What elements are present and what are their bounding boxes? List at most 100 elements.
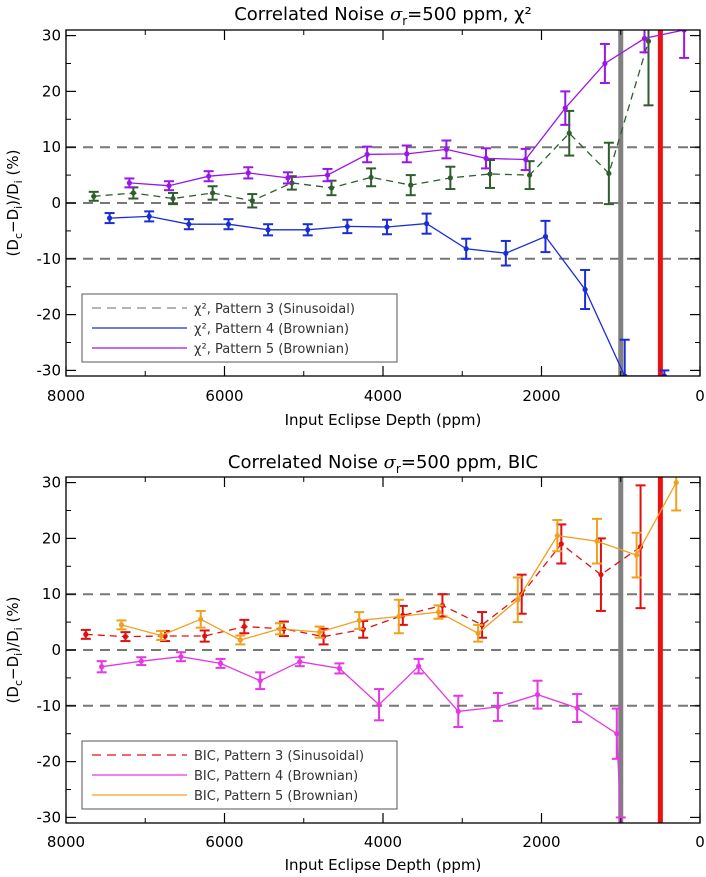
data-point xyxy=(634,552,640,558)
data-point xyxy=(91,193,97,199)
y-tick-label: 0 xyxy=(51,641,61,659)
data-point xyxy=(408,182,414,188)
series-5 xyxy=(124,30,690,192)
chart-panel-1: Correlated Noise σr=500 ppm, χ² 8000 6000 4… xyxy=(4,4,705,429)
data-point xyxy=(122,634,129,640)
y-label-part: c xyxy=(12,233,25,239)
data-point xyxy=(210,190,216,196)
x-tick-label: 6000 xyxy=(205,833,243,851)
title-prefix: Correlated Noise xyxy=(234,4,390,25)
y-label-part: i xyxy=(12,627,25,630)
y-tick-label: 10 xyxy=(42,585,61,603)
data-point xyxy=(146,213,152,219)
y-label-part: −D xyxy=(4,209,22,233)
y-label-part: (%) xyxy=(4,597,22,628)
y-label-part: )/D xyxy=(4,630,22,652)
y-tick-label: 30 xyxy=(42,27,61,45)
y-tick-label: 0 xyxy=(51,194,61,212)
data-point xyxy=(178,654,184,660)
y-tick-label: 20 xyxy=(42,82,61,100)
y-tick-label: -30 xyxy=(37,808,62,826)
series-4 xyxy=(96,651,626,823)
y-label-part: i xyxy=(12,180,25,183)
legend-entry: χ², Pattern 3 (Sinusoidal) xyxy=(194,302,355,317)
data-point xyxy=(455,708,461,714)
y-axis-label: (Dc−Di)/Di (%) xyxy=(4,150,25,257)
data-point xyxy=(384,224,390,230)
data-point xyxy=(138,658,144,664)
data-point xyxy=(483,155,489,161)
data-point xyxy=(574,705,580,711)
data-point xyxy=(594,538,600,544)
title-symbol: σ xyxy=(390,4,403,25)
legend-entry: χ², Pattern 4 (Brownian) xyxy=(194,322,349,337)
y-label-part: (%) xyxy=(4,150,22,181)
data-point xyxy=(328,185,335,191)
chart-panel-2: Correlated Noise σr=500 ppm, BIC 8000 6000… xyxy=(4,452,705,874)
data-point xyxy=(356,617,362,624)
data-point xyxy=(443,146,449,153)
legend-entry: BIC, Pattern 4 (Brownian) xyxy=(194,769,358,784)
y-axis-label: (Dc−Di)/Di (%) xyxy=(4,597,25,704)
data-point xyxy=(198,616,204,622)
data-point xyxy=(118,622,125,628)
data-point xyxy=(241,623,247,630)
x-axis-label: Input Eclipse Depth (ppm) xyxy=(285,411,482,429)
data-point xyxy=(202,633,208,639)
data-point xyxy=(324,172,331,178)
data-point xyxy=(566,130,572,136)
x-tick-label: 0 xyxy=(695,387,705,405)
data-point xyxy=(277,626,283,632)
data-point xyxy=(396,613,402,620)
chart-title: Correlated Noise σr=500 ppm, χ² xyxy=(234,4,532,28)
data-point xyxy=(475,630,481,636)
data-point xyxy=(285,175,291,181)
series-line xyxy=(93,41,650,202)
y-label-part: )/D xyxy=(4,183,22,205)
data-point xyxy=(297,659,303,665)
x-tick-label: 0 xyxy=(695,833,705,851)
data-point xyxy=(336,665,343,672)
data-point xyxy=(166,183,172,189)
data-point xyxy=(106,215,113,221)
x-tick-label: 8000 xyxy=(47,387,85,405)
data-point xyxy=(447,175,453,181)
y-tick-label: 20 xyxy=(42,529,61,547)
data-point xyxy=(186,221,192,227)
data-point xyxy=(257,678,263,684)
title-suffix: =500 ppm, BIC xyxy=(401,452,538,473)
y-tick-label: -20 xyxy=(37,753,62,771)
y-label-part: c xyxy=(12,680,25,686)
y-tick-label: 30 xyxy=(42,474,61,492)
data-point xyxy=(376,702,382,708)
data-point xyxy=(463,246,469,252)
data-point xyxy=(170,195,176,202)
data-point xyxy=(534,692,541,698)
data-point xyxy=(673,479,679,486)
data-point xyxy=(206,173,212,179)
title-subscript: r xyxy=(402,14,407,28)
data-point xyxy=(158,632,164,639)
y-tick-label: -10 xyxy=(37,250,62,268)
y-tick-label: -10 xyxy=(37,697,62,715)
data-point xyxy=(317,629,323,635)
y-tick-label: 10 xyxy=(42,138,61,156)
data-point xyxy=(582,286,588,293)
x-tick-label: 8000 xyxy=(47,833,85,851)
data-point xyxy=(435,609,442,615)
x-tick-label: 4000 xyxy=(364,833,402,851)
y-label-part: i xyxy=(12,206,25,209)
data-point xyxy=(495,704,501,710)
y-label-part: −D xyxy=(4,656,22,680)
title-suffix: =500 ppm, χ² xyxy=(407,4,532,25)
data-point xyxy=(364,151,370,158)
x-tick-label: 2000 xyxy=(522,387,560,405)
data-point xyxy=(542,233,549,240)
legend-entry: BIC, Pattern 5 (Brownian) xyxy=(194,789,358,804)
data-point xyxy=(606,170,612,177)
data-point xyxy=(305,227,311,233)
data-point xyxy=(602,60,608,67)
data-point xyxy=(130,190,136,196)
y-label-part: (D xyxy=(4,686,22,703)
title-prefix: Correlated Noise xyxy=(228,452,384,473)
